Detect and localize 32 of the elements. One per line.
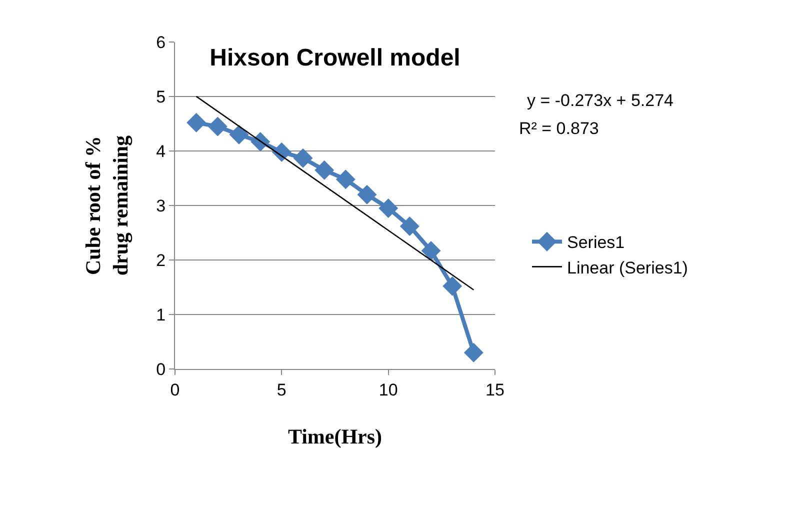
point [400, 216, 420, 236]
legend-label: Series1 [567, 233, 625, 252]
legend-label: Linear (Series1) [567, 258, 688, 278]
y-tick-label: 2 [156, 250, 166, 270]
y-tick-label: 5 [156, 87, 166, 106]
y-tick-label: 0 [156, 360, 166, 379]
y-axis-title: Cube root of % drug remaining [80, 134, 132, 276]
point [378, 198, 398, 218]
point [314, 160, 334, 180]
point [336, 170, 356, 190]
x-axis-title: Time(Hrs) [288, 424, 382, 449]
y-tick-label: 3 [156, 196, 166, 216]
point [442, 276, 462, 296]
point [250, 132, 270, 152]
point [208, 116, 228, 136]
x-tick-label: 5 [276, 380, 286, 400]
point [421, 240, 441, 260]
point [464, 342, 484, 362]
y-tick-label: 1 [156, 305, 166, 324]
point [229, 124, 249, 144]
y-tick-label: 6 [156, 32, 166, 52]
point [293, 148, 313, 168]
text: y = -0.273x + 5.274 [527, 91, 674, 110]
y-tick-label: 4 [156, 142, 166, 161]
text: R² = 0.873 [519, 119, 599, 138]
chart-title: Hixson Crowell model [210, 44, 460, 72]
point [272, 142, 292, 162]
x-tick-label: 10 [378, 380, 398, 400]
x-tick-label: 0 [170, 380, 180, 400]
point [186, 112, 206, 132]
x-tick-label: 15 [486, 380, 504, 400]
point [357, 184, 377, 204]
